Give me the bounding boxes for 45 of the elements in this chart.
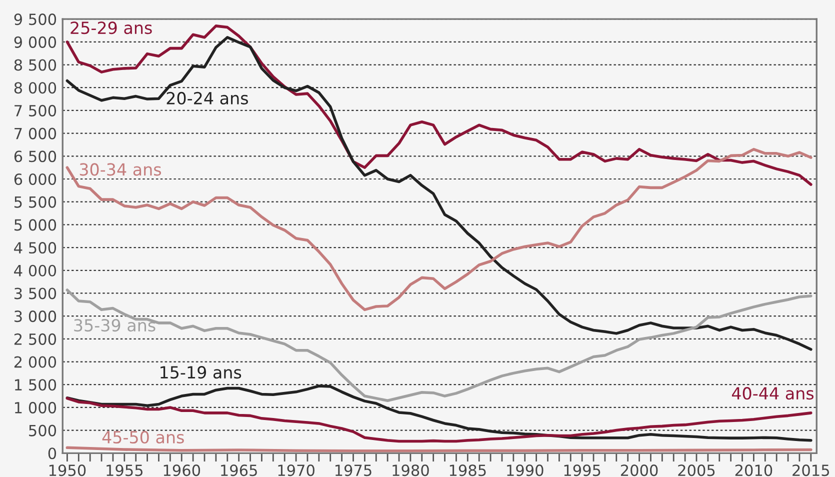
y-tick-label: 4 500: [14, 242, 56, 254]
y-tick-label: 2 000: [14, 356, 56, 368]
y-tick-label: 3 500: [14, 288, 56, 300]
y-tick-label: 0: [48, 448, 56, 460]
y-tick-label: 3 000: [14, 310, 56, 322]
line-series: [66, 148, 812, 312]
y-tick-label: 1 500: [15, 379, 56, 391]
x-tick-label: 2005: [678, 464, 715, 476]
series-label: 25-29 ans: [70, 22, 152, 34]
x-tick-label: 1950: [49, 464, 86, 476]
y-tick-label: 500: [29, 424, 56, 436]
y-tick-label: 6 000: [14, 173, 56, 186]
x-tick-label: 1975: [335, 464, 372, 476]
x-tick-label: 1990: [507, 464, 544, 476]
x-tick-label: 1960: [164, 464, 200, 476]
x-tick-label: 1955: [106, 464, 143, 476]
series-label: 45-50 ans: [102, 430, 184, 444]
y-tick-label: 9 500: [14, 14, 56, 26]
series-label: 20-24 ans: [166, 92, 248, 104]
series-label: 40-44 ans: [732, 387, 814, 400]
line-series: [66, 384, 812, 442]
x-tick-label: 1965: [221, 464, 257, 476]
series-label: 30-34 ans: [80, 163, 162, 176]
x-tick-label: 1995: [564, 464, 600, 476]
y-tick-label: 1 000: [15, 402, 56, 414]
y-tick-label: 5 000: [14, 219, 56, 231]
series-label: 15-19 ans: [160, 366, 242, 379]
line-series: [66, 288, 812, 402]
y-tick-label: 9 000: [14, 36, 56, 48]
y-tick-label: 8 500: [14, 59, 56, 71]
y-tick-label: 2 500: [14, 333, 56, 345]
x-tick-label: 2000: [620, 464, 658, 476]
x-tick-label: 1980: [392, 464, 429, 476]
y-tick-label: 7 000: [14, 128, 56, 140]
series-label: 35-39 ans: [74, 318, 156, 332]
x-tick-label: 1985: [450, 464, 486, 476]
x-tick-label: 2010: [735, 464, 772, 476]
y-tick-label: 6 500: [14, 150, 56, 162]
y-tick-label: 7 500: [14, 104, 56, 116]
y-tick-label: 8 000: [14, 82, 56, 94]
y-tick-label: 4 000: [14, 264, 56, 276]
x-tick-label: 1970: [278, 464, 314, 476]
line-series: [66, 36, 812, 351]
x-tick-label: 2015: [792, 464, 830, 476]
y-tick-label: 5 500: [14, 196, 56, 208]
